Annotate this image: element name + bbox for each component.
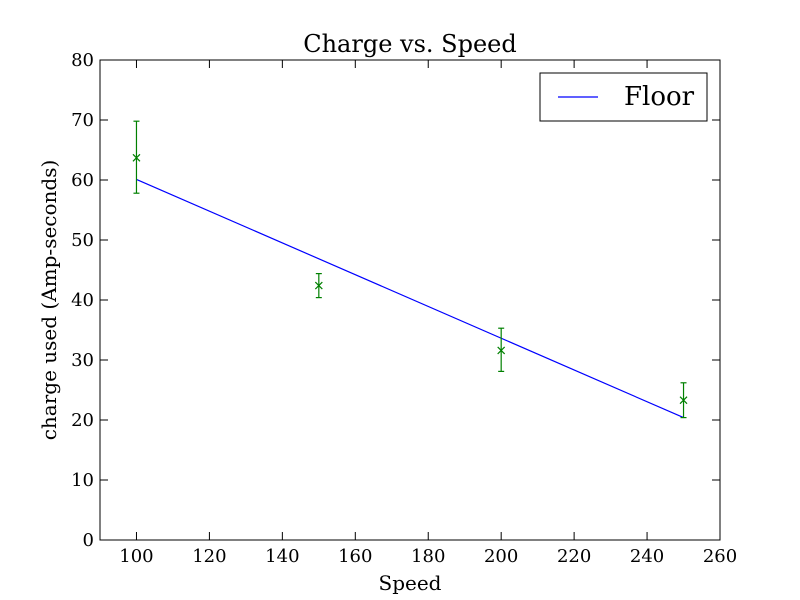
error-point: [497, 327, 506, 372]
y-tick-label: 70: [71, 110, 94, 131]
y-tick-label: 60: [71, 170, 94, 191]
data-marker-x: [497, 346, 506, 355]
y-tick-label: 40: [71, 290, 94, 311]
y-tick-label: 20: [71, 410, 94, 431]
error-point: [679, 382, 688, 419]
y-tick-label: 80: [71, 50, 94, 71]
x-tick-label: 240: [630, 546, 664, 567]
y-tick-label: 0: [83, 530, 94, 551]
plot-frame: [99, 59, 721, 541]
chart-title: Charge vs. Speed: [303, 30, 517, 58]
y-axis-ticks: 0 10 20 30 40 50 60 70 80: [71, 50, 720, 551]
x-tick-label: 200: [484, 546, 518, 567]
x-axis-ticks: 100 120 140 160 180 200 220 240 260: [119, 60, 737, 567]
legend: Floor: [539, 72, 708, 122]
plot-area: [99, 59, 721, 541]
series-line-floor: [136, 178, 684, 419]
y-tick-label: 10: [71, 470, 94, 491]
x-tick-label: 120: [192, 546, 226, 567]
x-tick-label: 160: [338, 546, 372, 567]
y-tick-label: 50: [71, 230, 94, 251]
series-layer: [132, 120, 688, 419]
error-point: [314, 273, 323, 299]
x-tick-label: 100: [119, 546, 153, 567]
error-point: [132, 120, 141, 194]
x-axis-label: Speed: [379, 571, 442, 595]
legend-label-floor: Floor: [624, 82, 695, 112]
data-marker-x: [314, 281, 323, 290]
y-axis-label: charge used (Amp-seconds): [37, 160, 61, 441]
y-tick-label: 30: [71, 350, 94, 371]
x-tick-label: 180: [411, 546, 445, 567]
data-marker-x: [679, 396, 688, 405]
x-tick-label: 260: [703, 546, 737, 567]
data-marker-x: [132, 153, 141, 162]
x-tick-label: 220: [557, 546, 591, 567]
x-tick-label: 140: [265, 546, 299, 567]
